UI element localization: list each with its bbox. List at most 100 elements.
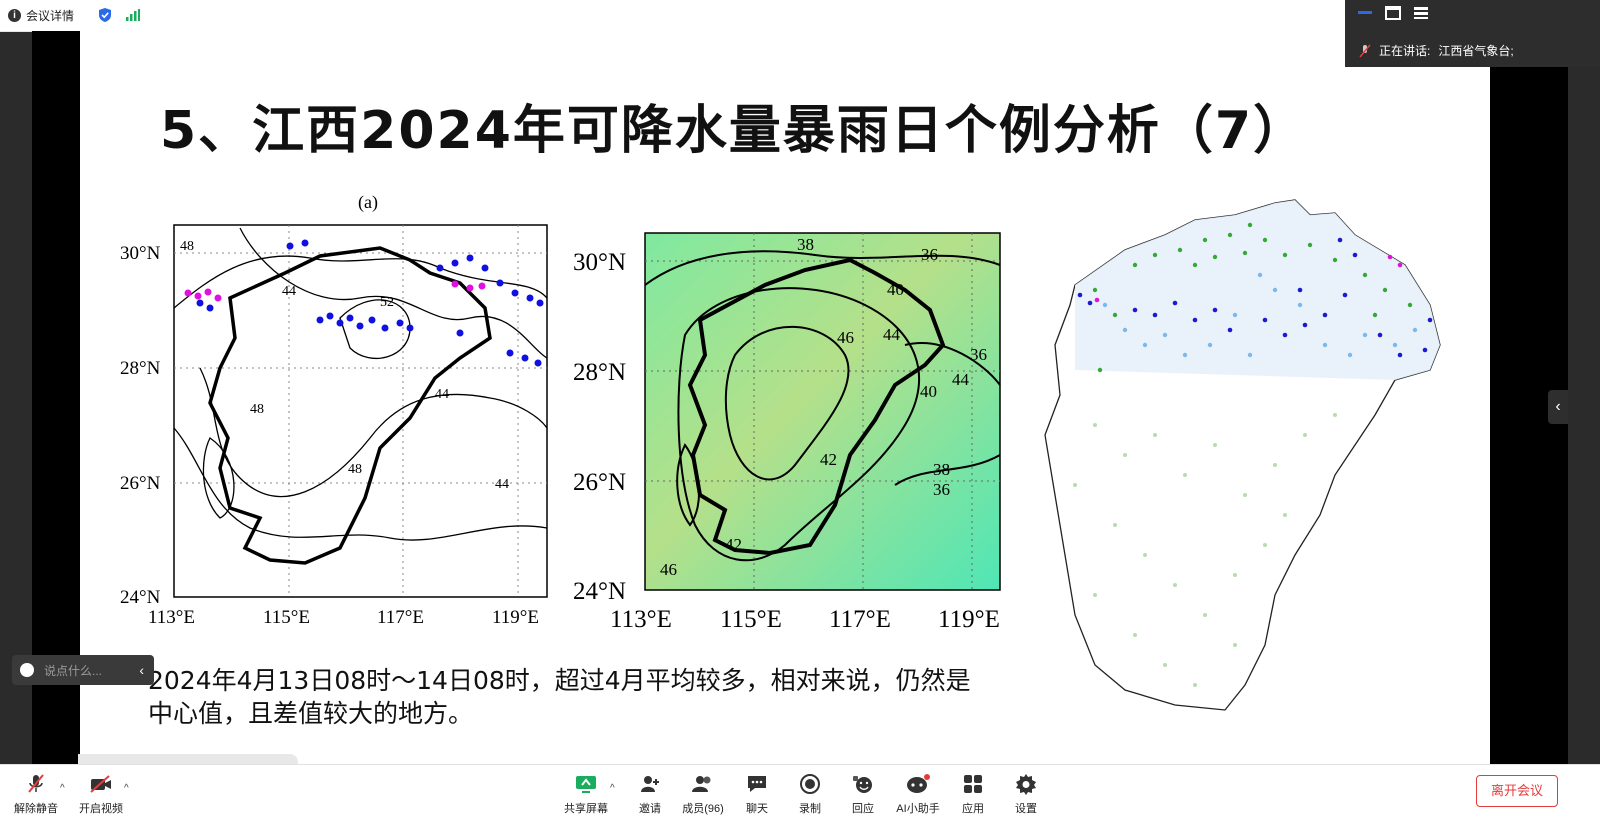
unmute-label: 解除静音 [14,803,58,815]
members-button[interactable]: 成员(96) [673,771,733,816]
lat-label: 26°N [573,469,626,496]
network-signal-icon[interactable] [126,9,140,21]
lat-label: 28°N [120,358,161,379]
add-user-icon [637,771,663,797]
start-video-label: 开启视频 [79,803,123,815]
lon-label: 115°E [720,606,782,633]
unmute-button[interactable]: 解除静音 [6,771,66,816]
speaking-panel: 正在讲话: 江西省气象台; [1345,0,1600,67]
contour-label: 46 [660,560,677,579]
apps-label: 应用 [962,803,984,815]
speaker-name: 江西省气象台; [1438,44,1514,58]
members-label: 成员(96) [682,803,724,815]
apps-button[interactable]: 应用 [943,771,1003,816]
users-icon [690,771,716,797]
chevron-up-icon[interactable]: ^ [60,783,65,794]
lon-label: 119°E [938,606,1000,633]
panel-a-label: (a) [358,192,378,213]
contour-label: 38 [933,460,950,479]
slide-title: 5、江西2024年可降水量暴雨日个例分析（7） [160,101,1308,161]
emoji-icon[interactable] [20,663,34,677]
lat-label: 30°N [573,249,626,276]
start-video-button[interactable]: 开启视频 [71,771,131,816]
gear-icon [1013,771,1039,797]
share-screen-label: 共享屏幕 [564,803,608,815]
contour-label: 36 [970,345,987,364]
muted-mic-icon [23,771,49,797]
window-icon[interactable] [1385,6,1401,20]
contour-label: 44 [883,325,901,344]
lat-label: 24°N [573,578,626,605]
record-icon [797,771,823,797]
contour-label: 52 [380,295,394,310]
contour-label: 42 [820,450,837,469]
chat-label: 聊天 [746,803,768,815]
invite-label: 邀请 [639,803,661,815]
contour-label: 44 [495,477,509,492]
contour-label: 44 [435,387,449,402]
info-icon: i [8,9,21,22]
contour-label: 42 [725,535,742,554]
caption-line-1: 2024年4月13日08时～14日08时，超过4月平均较多，相对来说，仍然是 [148,666,971,695]
lat-label: 24°N [120,587,161,608]
reactions-button[interactable]: 回应 [833,771,893,816]
chat-icon [744,771,770,797]
contour-label: 38 [797,235,814,254]
share-screen-button[interactable]: 共享屏幕 [556,771,616,816]
chat-quick-input[interactable]: 说点什么... ‹ [12,655,154,685]
lon-label: 117°E [377,607,424,628]
lon-label: 115°E [263,607,310,628]
muted-mic-icon [1359,44,1371,57]
reaction-icon [850,771,876,797]
record-label: 录制 [799,803,821,815]
precipitable-water-map-b: 38 36 40 46 44 36 40 44 42 38 36 42 46 3… [573,232,1001,633]
video-off-icon [88,771,114,797]
minimize-icon[interactable] [1357,6,1373,18]
contour-label: 36 [921,245,938,264]
meeting-details-button[interactable]: i 会议详情 [8,7,74,24]
lon-label: 119°E [492,607,539,628]
leave-meeting-button[interactable]: 离开会议 [1476,775,1558,807]
contour-label: 44 [282,284,296,299]
chevron-left-icon[interactable]: ‹ [139,662,144,678]
ai-assistant-button[interactable]: AI小助手 [888,771,948,816]
side-panel-toggle[interactable]: ‹ [1548,390,1568,424]
record-button[interactable]: 录制 [780,771,840,816]
share-screen-icon [573,771,599,797]
contour-label: 48 [180,239,194,254]
contour-label: 40 [887,280,904,299]
contour-label: 48 [348,462,362,477]
chat-placeholder[interactable]: 说点什么... [44,663,103,678]
caption-line-2: 中心值，且差值较大的地方。 [148,699,474,728]
settings-label: 设置 [1015,803,1037,815]
apps-grid-icon [960,771,986,797]
list-view-icon[interactable] [1413,6,1429,20]
chevron-up-icon[interactable]: ^ [124,783,129,794]
settings-button[interactable]: 设置 [996,771,1056,816]
meeting-toolbar: 解除静音 ^ 开启视频 ^ 共享屏幕 ^ 邀请 成员(96) 聊天 [0,764,1600,833]
invite-button[interactable]: 邀请 [620,771,680,816]
slide-caption: 2024年4月13日08时～14日08时，超过4月平均较多，相对来说，仍然是 中… [148,664,1018,730]
precipitable-water-map-a: (a) 48 44 52 44 48 48 44 30°N 28°N 26°N … [120,192,548,628]
lat-label: 30°N [120,243,161,264]
lat-label: 28°N [573,359,626,386]
contour-label: 44 [952,370,970,389]
station-rainfall-map [1044,199,1441,711]
lon-label: 113°E [148,607,195,628]
contour-label: 40 [920,382,937,401]
chevron-up-icon[interactable]: ^ [610,783,615,794]
shield-icon[interactable] [98,7,112,23]
lon-label: 117°E [829,606,891,633]
chevron-left-icon: ‹ [1555,398,1561,415]
lat-label: 26°N [120,473,161,494]
contour-label: 36 [933,480,950,499]
meeting-details-label: 会议详情 [26,9,75,23]
chat-button[interactable]: 聊天 [727,771,787,816]
contour-label: 46 [837,328,854,347]
ai-assistant-label: AI小助手 [896,803,940,815]
speaking-label: 正在讲话: [1379,44,1431,58]
reactions-label: 回应 [852,803,874,815]
lon-label: 113°E [610,606,672,633]
ai-assistant-icon [905,771,931,797]
contour-label: 48 [250,402,264,417]
